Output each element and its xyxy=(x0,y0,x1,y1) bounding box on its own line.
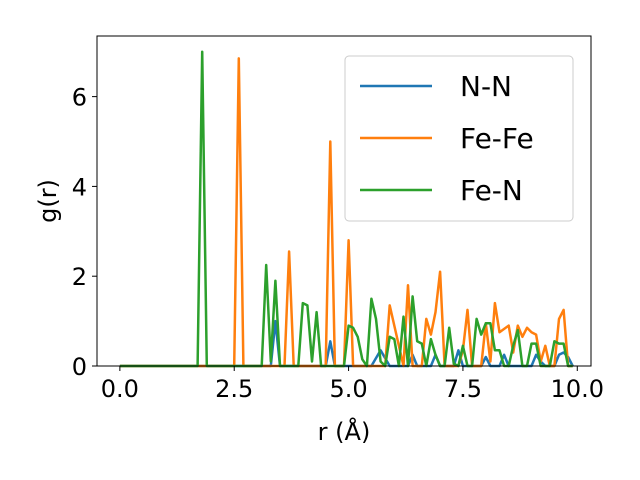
x-tick-label: 0.0 xyxy=(101,375,139,403)
y-tick-label: 0 xyxy=(72,353,87,381)
series-line-1 xyxy=(119,57,573,368)
x-tick-label: 2.5 xyxy=(215,375,253,403)
legend-label-2: Fe-N xyxy=(460,174,523,207)
x-tick-label: 7.5 xyxy=(444,375,482,403)
x-axis: 0.0 2.5 5.0 7.5 10.0 xyxy=(101,366,604,403)
x-tick-label: 5.0 xyxy=(329,375,367,403)
legend: N-N Fe-Fe Fe-N xyxy=(344,55,574,222)
y-axis: 0 2 4 6 xyxy=(72,84,97,381)
plot-frame xyxy=(96,35,592,367)
y-tick-label: 4 xyxy=(72,173,87,201)
y-tick-label: 2 xyxy=(72,263,87,291)
x-tick-label: 10.0 xyxy=(551,375,604,403)
legend-label-1: Fe-Fe xyxy=(460,122,534,155)
y-axis-label: g(r) xyxy=(34,179,62,223)
legend-label-0: N-N xyxy=(460,70,512,103)
y-tick-label: 6 xyxy=(72,84,87,112)
x-axis-label: r (Å) xyxy=(318,417,371,446)
legend-box xyxy=(344,55,574,222)
